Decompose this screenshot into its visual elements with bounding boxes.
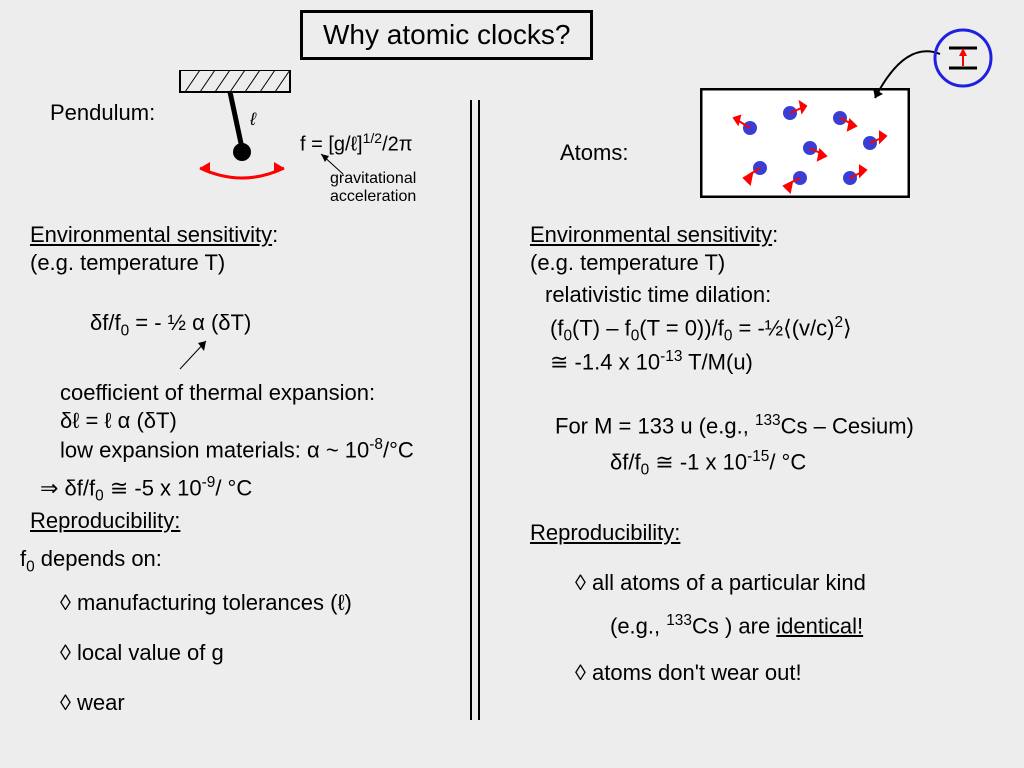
- arrow-to-alpha: [170, 335, 220, 375]
- rel-line2: (f0(T) – f0(T = 0))/f0 = -½⟨(v/c)2⟩: [550, 314, 852, 346]
- repro-heading-right: Reproducibility:: [530, 520, 680, 546]
- repro-heading-left: Reproducibility:: [30, 508, 180, 534]
- right-bullet-1b: (e.g., 133Cs ) are identical!: [610, 612, 863, 639]
- right-bullet-1a: all atoms of a particular kind: [575, 570, 866, 596]
- energy-level-icon: [845, 20, 1005, 110]
- env-sub-right: (e.g. temperature T): [530, 250, 725, 276]
- coeff-eq: δℓ = ℓ α (δT): [60, 408, 177, 434]
- left-bullet-3: wear: [60, 690, 125, 716]
- pendulum-label: Pendulum:: [50, 100, 155, 126]
- mass-line: For M = 133 u (e.g., 133Cs – Cesium): [555, 412, 914, 439]
- pendulum-diagram: ℓ: [160, 70, 320, 200]
- mass-result: δf/f0 ≅ -1 x 10-15/ °C: [610, 448, 806, 480]
- left-bullet-2: local value of g: [60, 640, 224, 666]
- rel-line3: ≅ -1.4 x 10-13 T/M(u): [550, 348, 753, 375]
- page-title: Why atomic clocks?: [300, 10, 593, 60]
- arrow-to-g: [315, 150, 355, 178]
- depends-label: f0 depends on:: [20, 546, 162, 576]
- column-divider: [470, 100, 482, 720]
- coeff-label: coefficient of thermal expansion:: [60, 380, 375, 406]
- svg-text:ℓ: ℓ: [249, 109, 257, 129]
- env-heading-left: Environmental sensitivity:: [30, 222, 278, 248]
- rel-line1: relativistic time dilation:: [545, 282, 771, 308]
- coeff-materials: low expansion materials: α ~ 10-8/°C: [60, 436, 414, 463]
- atoms-label: Atoms:: [560, 140, 628, 166]
- env-heading-right: Environmental sensitivity:: [530, 222, 778, 248]
- result-left: ⇒ δf/f0 ≅ -5 x 10-9/ °C: [40, 474, 252, 506]
- env-sub-left: (e.g. temperature T): [30, 250, 225, 276]
- left-bullet-1: manufacturing tolerances (ℓ): [60, 590, 352, 616]
- right-bullet-2: atoms don't wear out!: [575, 660, 802, 686]
